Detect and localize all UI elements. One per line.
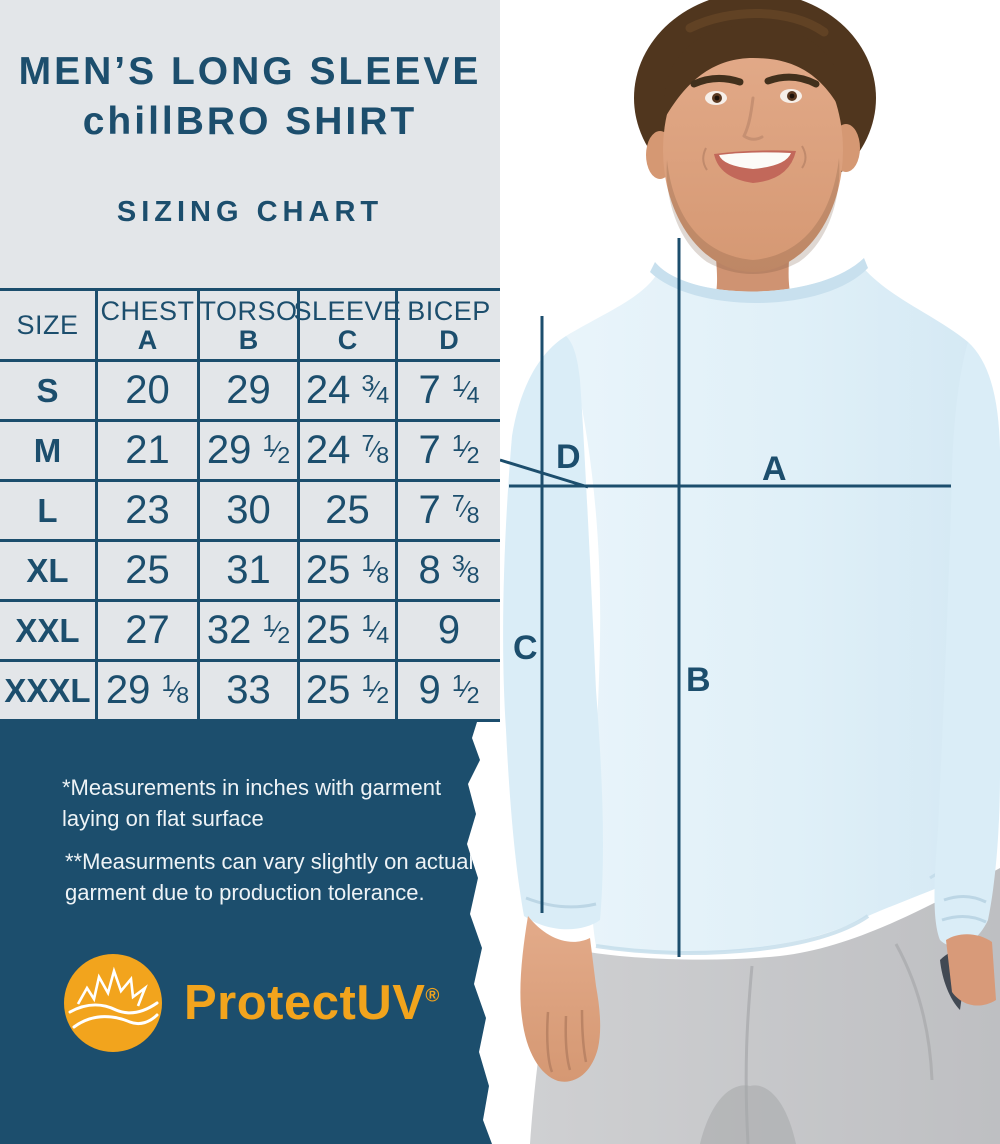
value-cell: 9 1⁄2 [418, 668, 480, 712]
header-cell-torso: TORSO B [200, 291, 300, 359]
sun-waves-icon [64, 954, 162, 1052]
header-cell-chest: CHEST A [98, 291, 200, 359]
table-row-s: S 20 29 24 3⁄4 7 1⁄4 [0, 362, 500, 422]
page-subtitle: SIZING CHART [116, 196, 384, 228]
measure-line-d [499, 458, 589, 489]
value-cell: 21 [98, 422, 200, 479]
shirt-right-sleeve [934, 342, 1000, 947]
size-cell: XXXL [0, 662, 98, 719]
table-header-row: SIZE CHEST A TORSO B SLEEVE C BICEP D [0, 291, 500, 362]
value-cell: 23 [98, 482, 200, 539]
notes-panel: *Measurements in inches with garment lay… [0, 722, 492, 1144]
value-cell: 7 1⁄2 [418, 428, 480, 472]
note2-line1: **Measurments can vary slightly on actua… [65, 849, 474, 874]
model-pants [530, 868, 1000, 1144]
value-cell: 20 [98, 362, 200, 419]
measure-label-c: C [513, 629, 538, 667]
value-cell: 25 1⁄4 [300, 602, 398, 659]
model-eyebrows [690, 75, 744, 88]
brand-logo: ProtectUV® [64, 954, 440, 1052]
registered-mark: ® [425, 985, 440, 1007]
value-cell: 32 1⁄2 [200, 602, 300, 659]
value-cell: 25 [98, 542, 200, 599]
measure-label-a: A [762, 450, 787, 488]
note2-line2: garment due to production tolerance. [65, 880, 425, 905]
size-cell: L [0, 482, 98, 539]
value-cell: 25 1⁄8 [300, 542, 398, 599]
model-face [663, 28, 843, 272]
table-body: S 20 29 24 3⁄4 7 1⁄4 M 21 29 1⁄2 24 7⁄8 7 1⁄2 L 23 3… [0, 362, 500, 722]
value-cell: 7 7⁄8 [418, 488, 480, 532]
page-title-line2: chillBRO SHIRT [82, 100, 418, 143]
table-row-l: L 23 30 25 7 7⁄8 [0, 482, 500, 542]
value-cell: 7 1⁄4 [418, 368, 480, 412]
note1-line2: laying on flat surface [62, 806, 264, 831]
value-cell: 8 3⁄8 [418, 548, 480, 592]
value-cell: 31 [200, 542, 300, 599]
table-row-xl: XL 25 31 25 1⁄8 8 3⁄8 [0, 542, 500, 602]
size-cell: XL [0, 542, 98, 599]
size-cell: S [0, 362, 98, 419]
measurement-lines [499, 238, 951, 957]
brand-name: ProtectUV® [184, 975, 440, 1031]
brand-name-text: ProtectUV [184, 976, 426, 1030]
size-cell: XXL [0, 602, 98, 659]
model-nose [742, 96, 764, 141]
measure-label-b: B [686, 661, 711, 699]
value-cell: 29 [200, 362, 300, 419]
value-cell: 25 1⁄2 [300, 662, 398, 719]
value-cell: 25 [300, 482, 398, 539]
header-cell-sleeve: SLEEVE C [293, 291, 401, 359]
model-left-hand [520, 916, 601, 1082]
table-row-xxl: XXL 27 32 1⁄2 25 1⁄4 9 [0, 602, 500, 662]
measurement-note-1: *Measurements in inches with garment lay… [62, 772, 441, 834]
sizing-table: SIZE CHEST A TORSO B SLEEVE C BICEP D S 20 29 24 3⁄… [0, 288, 500, 722]
measure-label-d: D [556, 438, 581, 476]
model-photo: A B C D [455, 0, 1000, 1144]
value-cell: 33 [200, 662, 300, 719]
value-cell: 27 [98, 602, 200, 659]
value-cell: 24 7⁄8 [300, 422, 398, 479]
table-row-xxxl: XXXL 29 1⁄8 33 25 1⁄2 9 1⁄2 [0, 662, 500, 722]
header-cell-size: SIZE [0, 291, 98, 359]
page-title-line1: MEN’S LONG SLEEVE [18, 50, 482, 93]
model-right-hand [946, 934, 996, 1006]
shirt-collar [650, 258, 868, 304]
info-panel: MEN’S LONG SLEEVE chillBRO SHIRT SIZING … [0, 0, 500, 722]
value-cell: 30 [200, 482, 300, 539]
measurement-note-2: **Measurments can vary slightly on actua… [65, 846, 473, 908]
note1-line1: *Measurements in inches with garment [62, 775, 442, 800]
header-cell-bicep: BICEP D [407, 295, 491, 355]
model-shirt [566, 264, 972, 954]
value-cell: 29 1⁄2 [200, 422, 300, 479]
value-cell: 9 [437, 608, 461, 652]
model-stubble [666, 158, 840, 274]
value-cell: 24 3⁄4 [300, 362, 398, 419]
value-cell: 29 1⁄8 [98, 662, 200, 719]
size-cell: M [0, 422, 98, 479]
table-row-m: M 21 29 1⁄2 24 7⁄8 7 1⁄2 [0, 422, 500, 482]
